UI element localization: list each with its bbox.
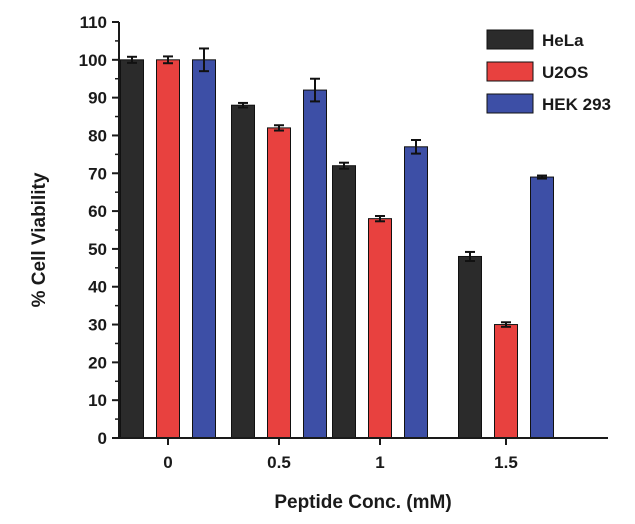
- error-bar: [274, 124, 284, 132]
- error-bar: [310, 77, 320, 103]
- bar-u2os: [156, 59, 180, 439]
- bar-hek-293: [530, 176, 554, 439]
- error-bar: [465, 250, 475, 263]
- bar-hek-293: [303, 89, 327, 439]
- x-tick-label: 0: [163, 453, 172, 472]
- bar-hek-293: [404, 146, 428, 439]
- y-tick-label: 20: [88, 353, 107, 372]
- y-tick-label: 90: [88, 89, 107, 108]
- x-tick-label: 1: [375, 453, 384, 472]
- bar-hela: [458, 255, 482, 439]
- error-bars-layer: [127, 47, 547, 328]
- error-bar: [199, 47, 209, 73]
- legend: HeLa U2OS HEK 293: [486, 29, 611, 114]
- y-ticks-layer: 0 10 20 30 40 50 60 70 80 90 100 110: [79, 13, 119, 448]
- error-bar: [411, 138, 421, 155]
- legend-item: HeLa: [486, 29, 584, 50]
- y-tick-label: 110: [80, 13, 107, 32]
- y-tick-label: 10: [88, 391, 107, 410]
- error-bar: [339, 161, 349, 170]
- legend-label: HeLa: [542, 31, 584, 50]
- y-tick-label: 30: [88, 316, 107, 335]
- y-axis-title: % Cell Viability: [29, 172, 50, 307]
- legend-label: U2OS: [542, 63, 588, 82]
- error-bar: [537, 174, 547, 180]
- error-bar: [127, 55, 137, 64]
- y-tick-label: 0: [98, 429, 107, 448]
- legend-swatch: [486, 29, 534, 50]
- x-ticks-layer: 0 0.5 1 1.5: [163, 438, 518, 472]
- bar-hela: [231, 104, 255, 439]
- y-tick-label: 100: [79, 51, 107, 70]
- bar-hela: [120, 59, 144, 439]
- legend-swatch: [486, 61, 534, 82]
- legend-item: U2OS: [486, 61, 588, 82]
- bar-u2os: [368, 218, 392, 439]
- bar-u2os: [267, 127, 291, 439]
- x-tick-label: 1.5: [494, 453, 518, 472]
- bar-hela: [332, 165, 356, 439]
- bar-u2os: [494, 324, 518, 439]
- bars-layer: [120, 59, 554, 439]
- error-bar: [238, 101, 248, 109]
- legend-label: HEK 293: [542, 95, 611, 114]
- y-tick-label: 60: [88, 202, 107, 221]
- bar-hek-293: [192, 59, 216, 439]
- x-axis-title: Peptide Conc. (mM): [274, 492, 451, 513]
- error-bar: [501, 321, 511, 328]
- legend-swatch: [486, 93, 534, 114]
- x-tick-label: 0.5: [267, 453, 291, 472]
- y-tick-label: 40: [88, 278, 107, 297]
- y-tick-label: 50: [88, 240, 107, 259]
- y-tick-label: 80: [88, 126, 107, 145]
- legend-item: HEK 293: [486, 93, 611, 114]
- y-tick-label: 70: [88, 164, 107, 183]
- error-bar: [375, 215, 385, 223]
- error-bar: [163, 55, 173, 65]
